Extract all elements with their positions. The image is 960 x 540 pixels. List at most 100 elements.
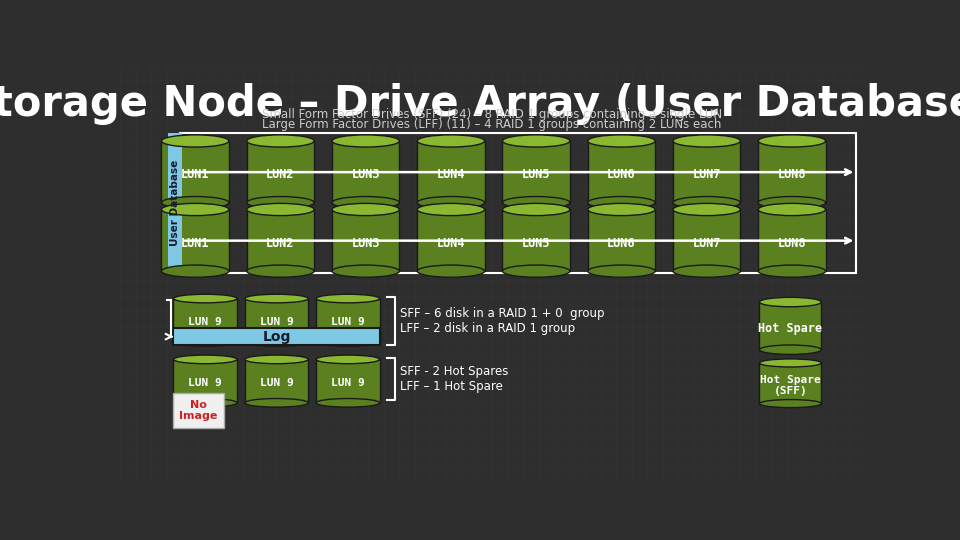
Text: LUN 9: LUN 9 bbox=[188, 379, 222, 388]
Ellipse shape bbox=[673, 265, 740, 277]
Ellipse shape bbox=[758, 265, 826, 277]
Bar bbox=[161, 141, 228, 202]
Ellipse shape bbox=[418, 265, 485, 277]
Ellipse shape bbox=[759, 298, 822, 307]
Ellipse shape bbox=[759, 359, 822, 367]
Ellipse shape bbox=[161, 197, 228, 209]
Bar bbox=[316, 299, 379, 342]
Ellipse shape bbox=[316, 338, 379, 346]
Bar bbox=[245, 360, 308, 403]
Ellipse shape bbox=[245, 355, 308, 363]
Ellipse shape bbox=[174, 294, 237, 303]
Bar bbox=[673, 141, 740, 202]
Text: Large Form Factor Drives (LFF) (11) – 4 RAID 1 groups containing 2 LUNs each: Large Form Factor Drives (LFF) (11) – 4 … bbox=[262, 118, 722, 131]
Ellipse shape bbox=[673, 197, 740, 209]
Ellipse shape bbox=[247, 265, 314, 277]
Bar bbox=[174, 360, 237, 403]
Bar bbox=[502, 210, 570, 271]
Ellipse shape bbox=[502, 265, 570, 277]
Bar bbox=[247, 141, 314, 202]
Bar bbox=[332, 141, 399, 202]
Text: LUN6: LUN6 bbox=[607, 168, 636, 181]
Text: LUN 9: LUN 9 bbox=[331, 379, 365, 388]
Ellipse shape bbox=[247, 204, 314, 215]
Ellipse shape bbox=[758, 197, 826, 209]
Bar bbox=[418, 141, 485, 202]
Text: LUN 9: LUN 9 bbox=[259, 379, 294, 388]
Text: LUN2: LUN2 bbox=[266, 237, 295, 250]
Text: LUN 9: LUN 9 bbox=[259, 318, 294, 327]
Bar bbox=[173, 393, 224, 428]
Text: LUN8: LUN8 bbox=[778, 168, 806, 181]
Text: SFF – 6 disk in a RAID 1 + 0  group
LFF – 2 disk in a RAID 1 group: SFF – 6 disk in a RAID 1 + 0 group LFF –… bbox=[399, 307, 604, 335]
Ellipse shape bbox=[418, 204, 485, 215]
Text: No
Image: No Image bbox=[180, 400, 218, 421]
Ellipse shape bbox=[673, 204, 740, 215]
Ellipse shape bbox=[332, 135, 399, 147]
Bar bbox=[316, 360, 379, 403]
Ellipse shape bbox=[174, 338, 237, 346]
Text: LUN6: LUN6 bbox=[607, 237, 636, 250]
Ellipse shape bbox=[316, 294, 379, 303]
Ellipse shape bbox=[759, 345, 822, 354]
Bar bbox=[332, 210, 399, 271]
Ellipse shape bbox=[588, 204, 655, 215]
Bar bbox=[247, 210, 314, 271]
Text: LUN3: LUN3 bbox=[351, 168, 380, 181]
Text: Hot Spare
(SFF): Hot Spare (SFF) bbox=[760, 375, 821, 396]
Ellipse shape bbox=[502, 135, 570, 147]
Ellipse shape bbox=[758, 204, 826, 215]
Ellipse shape bbox=[332, 197, 399, 209]
Bar bbox=[588, 141, 655, 202]
Text: Small Form Factor Drives (SFF) (24) – 8 RAID 1 groups containing a single LUN: Small Form Factor Drives (SFF) (24) – 8 … bbox=[262, 107, 722, 120]
Ellipse shape bbox=[588, 265, 655, 277]
Ellipse shape bbox=[174, 355, 237, 363]
Bar bbox=[174, 328, 379, 345]
Ellipse shape bbox=[758, 135, 826, 147]
Ellipse shape bbox=[245, 399, 308, 407]
Ellipse shape bbox=[245, 338, 308, 346]
Text: Storage Node – Drive Array (User Databases): Storage Node – Drive Array (User Databas… bbox=[0, 83, 960, 125]
Bar bbox=[502, 141, 570, 202]
Text: Log: Log bbox=[262, 329, 291, 343]
Bar bbox=[174, 299, 237, 342]
Ellipse shape bbox=[316, 399, 379, 407]
Ellipse shape bbox=[418, 135, 485, 147]
Text: LUN7: LUN7 bbox=[692, 237, 721, 250]
Bar bbox=[759, 302, 822, 350]
Ellipse shape bbox=[245, 294, 308, 303]
Ellipse shape bbox=[161, 265, 228, 277]
Ellipse shape bbox=[247, 135, 314, 147]
Bar bbox=[418, 210, 485, 271]
Bar bbox=[758, 210, 826, 271]
Bar bbox=[673, 210, 740, 271]
Ellipse shape bbox=[174, 399, 237, 407]
Text: LUN 9: LUN 9 bbox=[331, 318, 365, 327]
Text: LUN4: LUN4 bbox=[437, 168, 466, 181]
Text: LUN1: LUN1 bbox=[180, 237, 209, 250]
Text: User Database: User Database bbox=[170, 159, 180, 246]
Ellipse shape bbox=[332, 204, 399, 215]
Ellipse shape bbox=[161, 204, 228, 215]
Ellipse shape bbox=[316, 355, 379, 363]
Text: LUN4: LUN4 bbox=[437, 237, 466, 250]
Bar bbox=[168, 132, 182, 273]
Text: LUN5: LUN5 bbox=[522, 168, 550, 181]
Ellipse shape bbox=[588, 197, 655, 209]
Ellipse shape bbox=[332, 265, 399, 277]
Bar bbox=[245, 299, 308, 342]
Text: LUN5: LUN5 bbox=[522, 237, 550, 250]
Text: LUN7: LUN7 bbox=[692, 168, 721, 181]
Bar bbox=[588, 210, 655, 271]
Text: LUN3: LUN3 bbox=[351, 237, 380, 250]
Bar bbox=[759, 363, 822, 403]
Ellipse shape bbox=[502, 197, 570, 209]
Text: LUN8: LUN8 bbox=[778, 237, 806, 250]
Bar bbox=[758, 141, 826, 202]
Text: SFF - 2 Hot Spares
LFF – 1 Hot Spare: SFF - 2 Hot Spares LFF – 1 Hot Spare bbox=[399, 365, 508, 393]
Ellipse shape bbox=[161, 135, 228, 147]
Ellipse shape bbox=[247, 197, 314, 209]
Text: Hot Spare: Hot Spare bbox=[758, 322, 823, 335]
Text: LUN1: LUN1 bbox=[180, 168, 209, 181]
Text: LUN 9: LUN 9 bbox=[188, 318, 222, 327]
